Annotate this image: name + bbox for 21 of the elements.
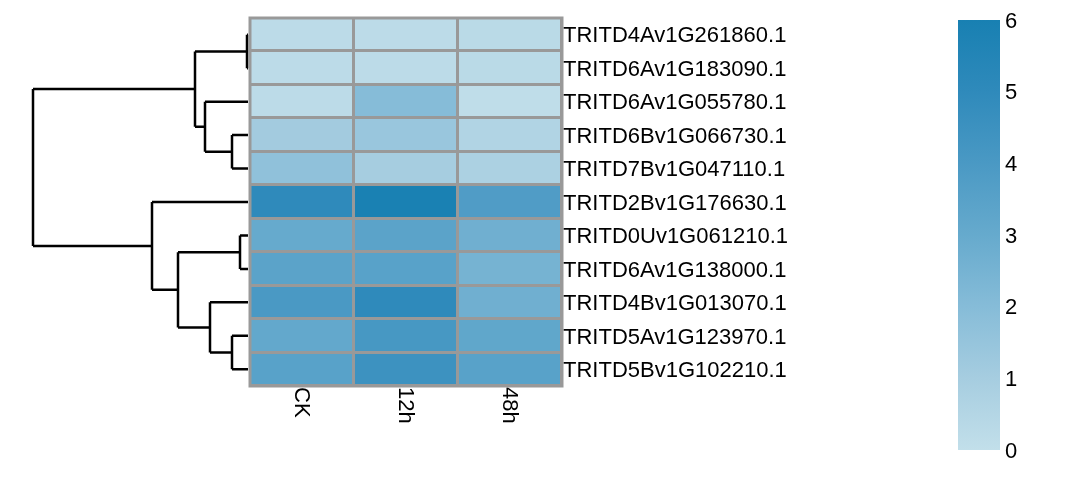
x-tick-label: 48h <box>497 387 523 424</box>
y-tick-label: TRITD6Av1G055780.1 <box>563 89 787 115</box>
y-tick-label: TRITD2Bv1G176630.1 <box>563 189 787 215</box>
x-tick-label: 12h <box>393 387 419 424</box>
color-bar-label: 4 <box>1004 151 1018 177</box>
y-tick-label: TRITD6Av1G138000.1 <box>563 256 787 282</box>
y-tick-label: TRITD7Bv1G047110.1 <box>563 156 786 182</box>
color-bar-label: 0 <box>1004 437 1018 463</box>
x-tick-label: CK <box>289 387 315 418</box>
y-tick-label: TRITD4Bv1G013070.1 <box>563 290 787 316</box>
y-tick-label: TRITD5Av1G123970.1 <box>563 323 787 349</box>
color-bar-label: 5 <box>1004 79 1018 105</box>
color-bar-label: 2 <box>1004 294 1018 320</box>
y-tick-label: TRITD4Av1G261860.1 <box>563 22 787 48</box>
y-tick-label: TRITD0Uv1G061210.1 <box>563 223 788 249</box>
color-bar-label: 6 <box>1004 7 1018 33</box>
y-tick-label: TRITD5Bv1G102210.1 <box>563 356 787 382</box>
y-tick-label: TRITD6Bv1G066730.1 <box>563 122 787 148</box>
color-bar-label: 1 <box>1004 366 1018 392</box>
y-tick-label: TRITD6Av1G183090.1 <box>563 55 787 81</box>
color-bar-label: 3 <box>1004 222 1018 248</box>
